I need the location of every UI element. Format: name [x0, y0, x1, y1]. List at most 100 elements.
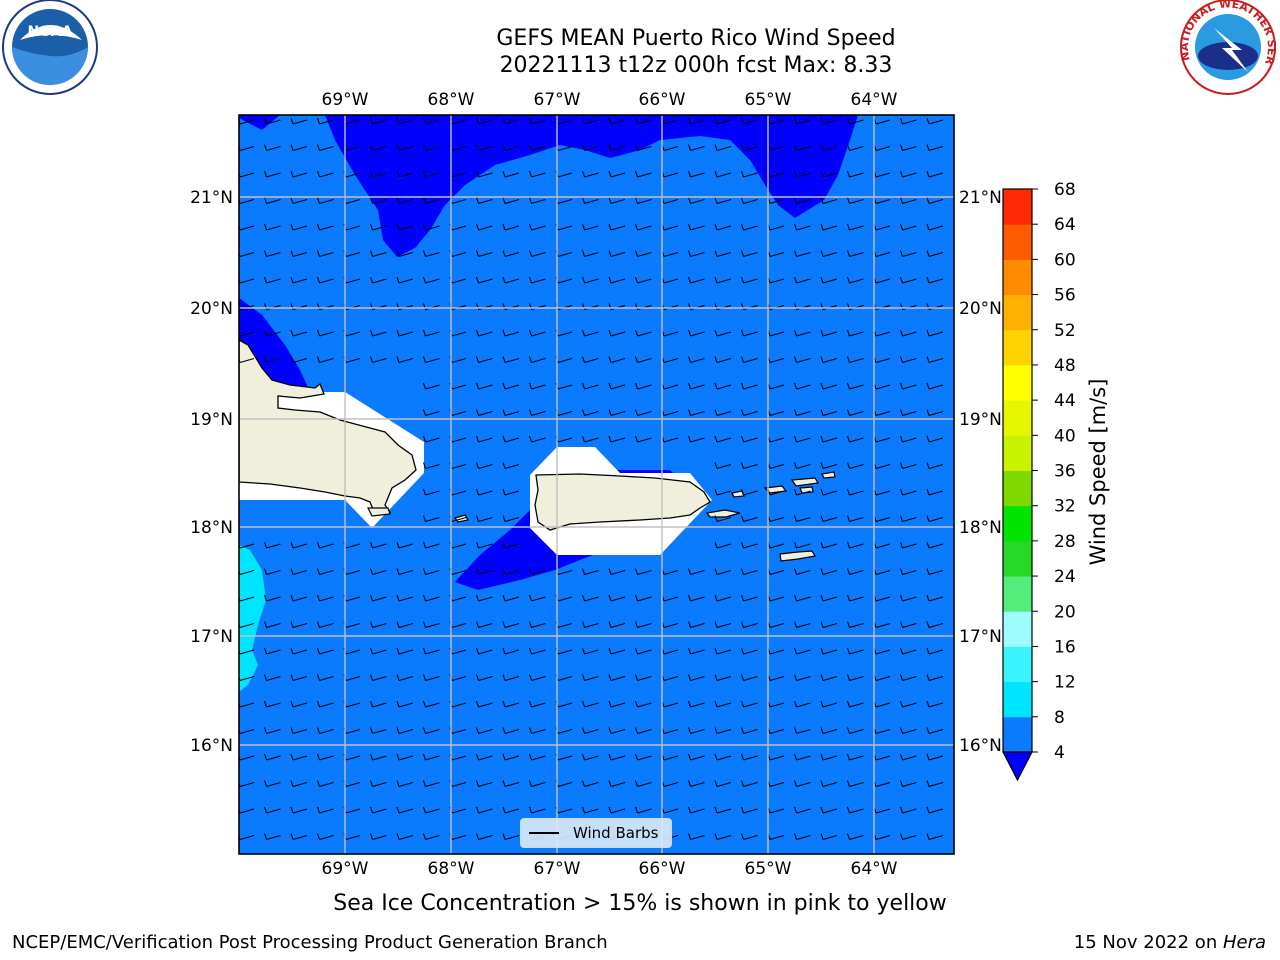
- wind-barb: [528, 674, 546, 682]
- wind-barb: [502, 488, 520, 496]
- wind-barb: [687, 674, 705, 682]
- lat-label-left: 16°N: [190, 736, 233, 756]
- wind-barb: [316, 753, 334, 761]
- wind-barb: [740, 806, 758, 814]
- wind-barb: [475, 488, 493, 496]
- wind-barb: [793, 117, 811, 125]
- colorbar-segment: [1003, 329, 1032, 366]
- wind-barb: [634, 329, 652, 337]
- nws-logo-text: NATIONAL WEATHER SERVICE: [0, 0, 1278, 67]
- wind-barb: [396, 541, 414, 549]
- wind-barb: [687, 806, 705, 814]
- wind-barb: [899, 117, 917, 125]
- wind-barb: [634, 806, 652, 814]
- colorbar-tick-label: 36: [1054, 462, 1076, 482]
- wind-barb: [422, 223, 440, 231]
- wind-barb: [528, 197, 546, 205]
- wind-barb: [687, 409, 705, 417]
- wind-barb: [396, 568, 414, 576]
- wind-barb: [475, 356, 493, 364]
- wind-barb: [793, 488, 811, 496]
- wind-barb: [502, 541, 520, 549]
- wind-barb: [926, 674, 944, 682]
- wind-barb: [422, 435, 440, 443]
- wind-barb: [422, 462, 440, 470]
- wind-barb: [687, 727, 705, 735]
- wind-barb: [793, 250, 811, 258]
- wind-barb: [369, 117, 387, 125]
- wind-barb: [820, 223, 838, 231]
- wind-barb: [714, 806, 732, 814]
- wind-barb: [422, 356, 440, 364]
- wind-barb: [581, 435, 599, 443]
- noaa-logo-text: NOAA: [28, 24, 73, 40]
- wind-barb: [899, 647, 917, 655]
- wind-barb: [396, 674, 414, 682]
- wind-barb: [634, 144, 652, 152]
- wind-barb: [899, 515, 917, 523]
- wind-barb: [475, 170, 493, 178]
- legend-line-swatch: [529, 832, 559, 834]
- wind-barb: [581, 674, 599, 682]
- wind-barb: [820, 435, 838, 443]
- colorbar-tick-label: 40: [1054, 426, 1076, 446]
- wind-barb: [369, 356, 387, 364]
- wind-barb: [396, 197, 414, 205]
- wind-barb: [475, 727, 493, 735]
- wind-barb: [263, 780, 281, 788]
- wind-barb: [846, 753, 864, 761]
- wind-barb: [846, 647, 864, 655]
- wind-barb: [316, 700, 334, 708]
- lon-label-bottom: 67°W: [534, 859, 581, 879]
- wind-barb: [608, 356, 626, 364]
- wind-barb: [714, 515, 732, 523]
- colorbar-segment: [1003, 646, 1032, 683]
- wind-barb: [502, 700, 520, 708]
- wind-barb: [396, 727, 414, 735]
- wind-barb: [608, 117, 626, 125]
- wind-barb: [846, 727, 864, 735]
- wind-barb: [740, 621, 758, 629]
- wind-barb: [926, 647, 944, 655]
- wind-barb: [502, 329, 520, 337]
- wind-barb: [316, 250, 334, 258]
- wind-barb: [396, 276, 414, 284]
- wind-barb: [926, 594, 944, 602]
- wind-barb: [926, 356, 944, 364]
- wind-barb: [714, 833, 732, 841]
- wind-barb: [687, 594, 705, 602]
- wind-barb: [899, 144, 917, 152]
- wind-barb: [740, 409, 758, 417]
- wind-barb: [793, 382, 811, 390]
- wind-barb: [820, 462, 838, 470]
- wind-barb: [316, 276, 334, 284]
- wind-barb: [846, 515, 864, 523]
- wind-barb: [634, 780, 652, 788]
- wind-barb: [528, 356, 546, 364]
- wind-barb: [634, 753, 652, 761]
- wind-barb: [793, 806, 811, 814]
- wind-barb: [316, 541, 334, 549]
- wind-barb: [820, 488, 838, 496]
- lon-label-top: 69°W: [322, 90, 369, 110]
- wind-barb: [422, 700, 440, 708]
- lon-label-top: 68°W: [428, 90, 475, 110]
- lon-label-top: 65°W: [745, 90, 792, 110]
- wind-barb: [316, 833, 334, 841]
- wind-barb: [263, 329, 281, 337]
- wind-barb: [793, 700, 811, 708]
- wind-barb: [714, 647, 732, 655]
- wind-barb: [634, 674, 652, 682]
- colorbar-segment: [1003, 505, 1032, 542]
- legend-label: Wind Barbs: [573, 824, 659, 842]
- wind-barb: [396, 753, 414, 761]
- wind-barb: [502, 276, 520, 284]
- sea-ice-caption: Sea Ice Concentration > 15% is shown in …: [333, 891, 947, 916]
- wind-barb: [422, 727, 440, 735]
- wind-barb: [369, 276, 387, 284]
- wind-barb: [899, 674, 917, 682]
- wind-barb: [369, 541, 387, 549]
- wind-barb: [793, 727, 811, 735]
- wind-barb: [316, 594, 334, 602]
- wind-barb: [369, 223, 387, 231]
